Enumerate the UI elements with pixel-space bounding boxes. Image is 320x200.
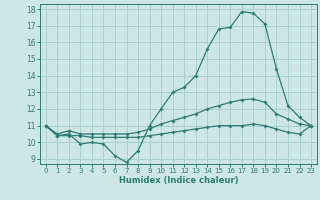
X-axis label: Humidex (Indice chaleur): Humidex (Indice chaleur) [119,176,238,185]
